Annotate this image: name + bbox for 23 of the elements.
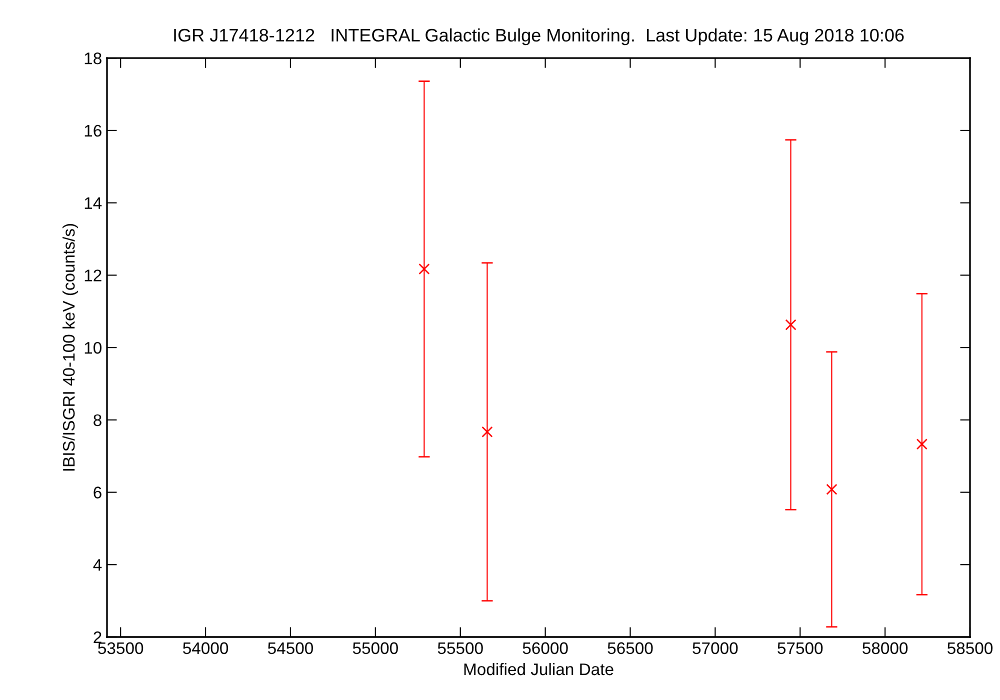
x-tick-label: 57500 <box>778 642 823 654</box>
x-tick-label: 54500 <box>268 642 313 654</box>
y-tick-label: 12 <box>84 270 102 282</box>
x-tick-label: 58500 <box>947 642 993 654</box>
y-axis-title: IBIS/ISGRI 40-100 keV (counts/s) <box>62 224 78 471</box>
y-tick-label: 4 <box>93 559 102 571</box>
y-tick-label: 16 <box>84 124 102 137</box>
y-tick-label: 14 <box>84 197 102 209</box>
y-tick-label: 8 <box>94 414 102 426</box>
x-tick-label: 57000 <box>692 642 738 654</box>
y-tick-label: 10 <box>84 342 102 354</box>
x-tick-label: 54000 <box>183 642 228 654</box>
y-tick-label: 2 <box>94 631 102 644</box>
x-axis-title: Modified Julian Date <box>464 662 614 676</box>
x-tick-label: 55000 <box>352 642 398 654</box>
y-tick-label: 6 <box>94 486 102 498</box>
x-tick-label: 56500 <box>608 642 653 654</box>
x-tick-label: 56000 <box>522 642 568 654</box>
chart-title: IGR J17418-1212 INTEGRAL Galactic Bulge Monitoring. Last Update: 15 Aug 2018 10:06 <box>174 28 904 46</box>
x-tick-label: 58000 <box>862 642 908 654</box>
y-tick-label: 18 <box>84 52 102 64</box>
x-tick-label: 55500 <box>438 642 483 654</box>
x-tick-label: 53500 <box>98 642 144 654</box>
